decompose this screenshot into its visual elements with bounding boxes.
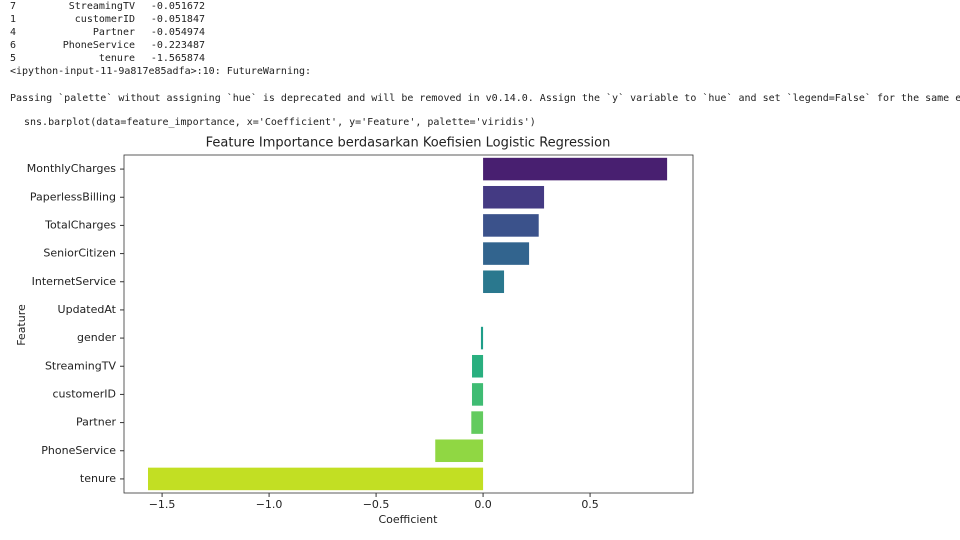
y-tick-label: InternetService	[32, 275, 117, 288]
y-tick-label: PaperlessBilling	[30, 190, 116, 203]
output-cell: StreamingTV	[68, 1, 135, 12]
output-row: 4 Partner -0.054974	[10, 26, 311, 39]
y-axis-label: Feature	[15, 304, 28, 346]
y-tick-label: UpdatedAt	[58, 303, 117, 316]
x-tick-label: 0.5	[581, 498, 599, 511]
output-cell: 5	[10, 53, 17, 64]
output-row: 7 StreamingTV -0.051672	[10, 0, 311, 13]
bar	[471, 383, 484, 406]
output-cell: Partner	[92, 27, 135, 38]
y-tick-label: tenure	[80, 472, 116, 485]
x-tick-label: 0.0	[474, 498, 492, 511]
code-line: sns.barplot(data=feature_importance, x='…	[24, 117, 536, 128]
output-cell: -1.565874	[150, 53, 205, 64]
output-cell: tenure	[98, 53, 135, 64]
output-row: 1 customerID -0.051847	[10, 13, 311, 26]
x-tick-label: −1.0	[256, 498, 283, 511]
bar	[435, 439, 484, 463]
output-cell: -0.054974	[150, 27, 205, 38]
output-cell: PhoneService	[62, 40, 135, 51]
output-cell: customerID	[74, 14, 135, 25]
y-tick-label: PhoneService	[41, 444, 116, 457]
y-tick-label: customerID	[52, 387, 116, 400]
x-tick-label: −0.5	[363, 498, 390, 511]
bar	[147, 467, 484, 491]
warning-message: Passing `palette` without assigning `hue…	[10, 93, 960, 104]
output: 7 StreamingTV -0.051672 1 customerID -0.05184…	[10, 0, 311, 78]
output-cell: 1	[10, 14, 17, 25]
plot-frame	[123, 154, 694, 494]
bar	[471, 411, 484, 434]
bar	[472, 354, 484, 378]
x-tick-label: −1.5	[149, 498, 176, 511]
x-axis-label: Coefficient	[379, 513, 439, 526]
y-tick-label: TotalCharges	[44, 218, 116, 231]
output-cell: -0.051672	[150, 1, 205, 12]
output-cell: -0.051847	[150, 14, 205, 25]
output-cell: -0.223487	[150, 40, 205, 51]
y-tick-label: gender	[77, 331, 116, 344]
output-cell: 6	[10, 40, 17, 51]
bar	[483, 157, 668, 181]
chart-title: Feature Importance berdasarkan Koefisien…	[206, 136, 611, 151]
output-row: 5 tenure -1.565874	[10, 52, 311, 65]
y-tick-label: StreamingTV	[45, 359, 117, 372]
warning-line: <ipython-input-11-9a817e85adfa>:10: Futu…	[10, 66, 312, 77]
bar	[483, 270, 505, 294]
output-cell: 7	[10, 1, 17, 12]
y-tick-label: MonthlyCharges	[27, 162, 117, 175]
y-tick-label: Partner	[76, 416, 116, 429]
bar	[483, 185, 545, 209]
bar	[480, 326, 484, 350]
bar	[483, 214, 539, 237]
output-row: 6 PhoneService -0.223487	[10, 39, 311, 52]
bar	[483, 242, 530, 265]
y-tick-label: SeniorCitizen	[43, 247, 116, 260]
output-cell: 4	[10, 27, 17, 38]
